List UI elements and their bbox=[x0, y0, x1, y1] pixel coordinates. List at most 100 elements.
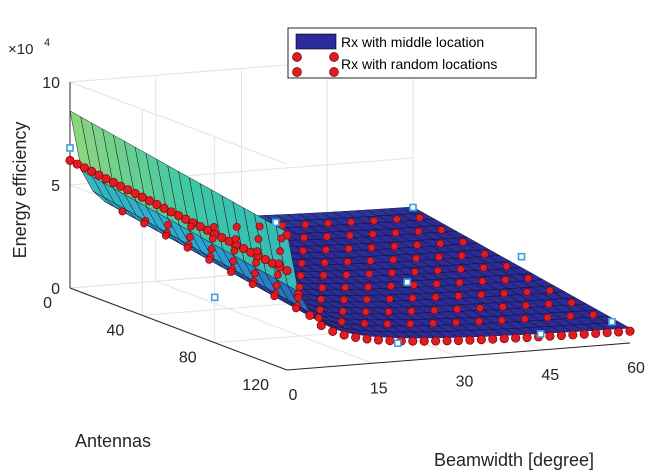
random-marker bbox=[318, 283, 327, 292]
legend-swatch-surface bbox=[295, 33, 337, 50]
legend-marker-random-2 bbox=[329, 52, 339, 62]
random-marker bbox=[363, 295, 371, 304]
random-marker bbox=[500, 289, 509, 298]
random-marker bbox=[254, 235, 263, 243]
legend-marker-random-1 bbox=[292, 52, 302, 62]
random-marker bbox=[408, 336, 418, 346]
random-marker bbox=[556, 330, 566, 341]
random-marker bbox=[145, 196, 155, 206]
random-marker bbox=[345, 231, 354, 240]
middle-location-marker bbox=[536, 330, 545, 338]
random-marker bbox=[456, 265, 465, 274]
random-marker bbox=[181, 214, 191, 224]
random-marker bbox=[316, 321, 326, 331]
random-marker bbox=[362, 334, 372, 344]
random-marker bbox=[351, 332, 361, 342]
random-marker bbox=[94, 170, 104, 180]
random-marker bbox=[454, 292, 463, 300]
random-marker bbox=[435, 253, 443, 261]
random-marker bbox=[72, 159, 82, 169]
random-marker bbox=[277, 234, 286, 243]
axis-ticks: 0 15 30 45 60 0 40 80 120 0 5 10 bbox=[42, 75, 645, 404]
middle-location-marker bbox=[517, 252, 526, 261]
random-marker bbox=[477, 290, 486, 299]
random-marker bbox=[314, 313, 323, 322]
random-marker bbox=[415, 213, 424, 222]
random-marker bbox=[278, 221, 287, 230]
random-marker bbox=[431, 336, 441, 346]
random-marker bbox=[297, 259, 306, 268]
random-marker bbox=[217, 233, 227, 243]
y-tick-label: 80 bbox=[179, 350, 197, 367]
random-marker bbox=[166, 207, 176, 217]
random-marker bbox=[276, 247, 285, 256]
random-marker bbox=[319, 271, 328, 280]
middle-location-marker bbox=[409, 203, 417, 212]
random-marker bbox=[305, 310, 315, 320]
random-marker bbox=[387, 282, 395, 290]
random-marker bbox=[230, 246, 239, 255]
random-marker bbox=[413, 241, 422, 249]
random-marker bbox=[452, 318, 460, 327]
random-marker bbox=[130, 188, 140, 199]
random-marker bbox=[501, 275, 510, 284]
random-marker bbox=[432, 280, 441, 288]
random-marker bbox=[292, 304, 300, 313]
random-marker bbox=[545, 286, 554, 295]
random-marker bbox=[365, 270, 374, 278]
random-marker bbox=[430, 306, 439, 315]
random-marker bbox=[502, 262, 511, 271]
random-marker bbox=[252, 258, 260, 267]
random-marker bbox=[205, 255, 214, 264]
random-marker bbox=[272, 281, 281, 290]
middle-location-marker bbox=[608, 317, 616, 326]
random-marker bbox=[499, 334, 509, 344]
x-axis-label: Beamwidth [degree] bbox=[434, 450, 594, 470]
z-axis-exponent: ×10 bbox=[8, 41, 33, 58]
x-tick-label: 15 bbox=[370, 380, 388, 397]
random-marker bbox=[419, 336, 429, 346]
random-marker bbox=[295, 283, 304, 291]
random-marker bbox=[523, 288, 531, 296]
random-marker bbox=[226, 268, 235, 276]
random-marker bbox=[406, 319, 415, 328]
random-marker bbox=[187, 222, 195, 231]
random-marker bbox=[567, 298, 576, 307]
random-marker bbox=[433, 266, 442, 275]
y-tick-label: 0 bbox=[43, 295, 52, 312]
random-marker bbox=[343, 257, 352, 266]
random-marker bbox=[409, 281, 418, 289]
random-marker bbox=[437, 226, 446, 234]
legend-marker-random-3 bbox=[292, 67, 302, 77]
random-marker bbox=[231, 235, 240, 244]
random-marker bbox=[229, 257, 238, 266]
random-marker bbox=[568, 330, 578, 340]
random-marker bbox=[465, 335, 475, 345]
random-marker bbox=[566, 312, 575, 321]
random-marker bbox=[455, 278, 464, 287]
random-marker bbox=[521, 301, 530, 310]
random-marker bbox=[137, 192, 147, 202]
random-marker bbox=[340, 295, 348, 304]
x-tick-label: 60 bbox=[627, 360, 645, 377]
z-axis-label: Energy efficiency bbox=[10, 122, 30, 259]
random-marker bbox=[368, 230, 377, 239]
legend-entry-random: Rx with random locations bbox=[341, 56, 497, 72]
random-marker bbox=[159, 203, 169, 213]
legend-marker-random-4 bbox=[329, 67, 339, 77]
random-marker bbox=[476, 304, 484, 313]
y-tick-label: 120 bbox=[242, 377, 269, 394]
x-tick-label: 45 bbox=[541, 367, 559, 384]
random-marker bbox=[294, 293, 303, 302]
random-marker bbox=[140, 219, 148, 228]
random-marker bbox=[384, 307, 393, 316]
random-marker bbox=[373, 335, 384, 345]
random-marker bbox=[301, 220, 310, 229]
random-marker bbox=[497, 316, 506, 325]
random-marker bbox=[275, 259, 283, 268]
random-marker bbox=[370, 216, 378, 225]
legend-entry-middle: Rx with middle location bbox=[341, 34, 484, 50]
random-marker bbox=[543, 313, 552, 322]
random-marker bbox=[589, 310, 598, 319]
